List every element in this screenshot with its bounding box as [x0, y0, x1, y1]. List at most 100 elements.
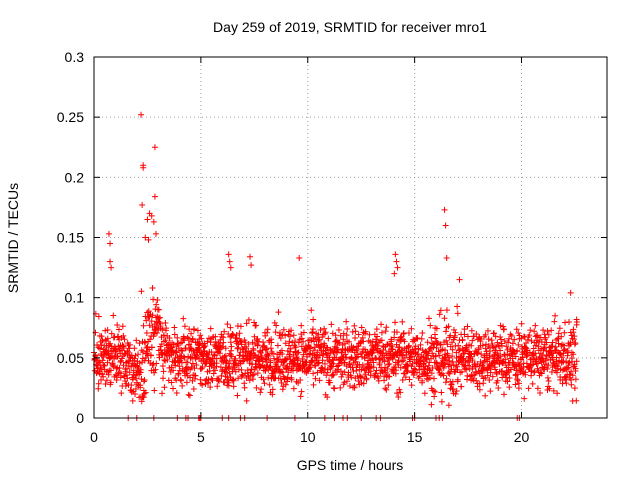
data-point — [553, 354, 560, 361]
data-point — [204, 338, 211, 345]
data-point — [498, 342, 505, 349]
data-point — [381, 358, 388, 365]
data-point — [115, 326, 122, 333]
data-point — [272, 329, 279, 336]
data-point — [300, 338, 307, 345]
data-point — [343, 332, 350, 339]
data-point-outlier — [151, 144, 158, 151]
data-point — [437, 307, 444, 314]
data-point — [426, 315, 433, 322]
data-point — [476, 380, 483, 387]
data-point — [513, 326, 520, 333]
data-point — [389, 346, 396, 353]
data-point-outlier — [145, 236, 152, 243]
data-point — [449, 353, 456, 360]
data-point — [215, 377, 222, 384]
data-point — [558, 354, 565, 361]
data-point — [405, 330, 412, 337]
data-point — [324, 394, 331, 401]
data-point — [397, 389, 404, 396]
data-point — [408, 382, 415, 389]
data-point — [397, 364, 404, 371]
data-point — [207, 325, 214, 332]
data-point — [543, 339, 550, 346]
data-point — [569, 372, 576, 379]
data-point — [160, 375, 167, 382]
data-point — [377, 356, 384, 363]
data-point — [520, 333, 527, 340]
data-point — [223, 369, 230, 376]
data-point — [160, 332, 167, 339]
data-point — [430, 375, 437, 382]
data-point — [477, 358, 484, 365]
data-point — [376, 359, 383, 366]
data-point — [479, 342, 486, 349]
data-point — [398, 358, 405, 365]
data-point — [393, 367, 400, 374]
data-point — [236, 330, 243, 337]
data-point — [321, 360, 328, 367]
data-point — [449, 358, 456, 365]
data-point-outlier — [150, 218, 157, 225]
data-point — [568, 381, 575, 388]
data-point — [268, 339, 275, 346]
data-point — [420, 354, 427, 361]
data-point — [500, 326, 507, 333]
data-point — [544, 328, 551, 335]
data-point — [437, 341, 444, 348]
data-point — [188, 330, 195, 337]
data-point — [319, 357, 326, 364]
data-point — [544, 374, 551, 381]
data-point — [126, 369, 133, 376]
data-point — [297, 393, 304, 400]
data-point — [141, 390, 148, 397]
data-point — [464, 333, 471, 340]
data-point — [541, 364, 548, 371]
data-point — [419, 330, 426, 337]
data-point — [351, 322, 358, 329]
data-point — [138, 288, 145, 295]
y-tick-label: 0.05 — [57, 350, 84, 366]
data-point — [147, 336, 154, 343]
data-point — [404, 367, 411, 374]
data-point — [227, 339, 234, 346]
data-point — [430, 388, 437, 395]
data-point — [326, 379, 333, 386]
data-point — [345, 338, 352, 345]
data-point — [360, 338, 367, 345]
data-point — [196, 341, 203, 348]
data-point — [571, 385, 578, 392]
data-point — [504, 378, 511, 385]
data-point — [424, 339, 431, 346]
data-point — [189, 335, 196, 342]
data-point — [401, 338, 408, 345]
data-point — [151, 369, 158, 376]
data-point — [506, 375, 513, 382]
data-point — [307, 344, 314, 351]
data-point-outlier — [393, 258, 400, 265]
data-point — [355, 331, 362, 338]
data-point — [351, 384, 358, 391]
data-point — [501, 391, 508, 398]
data-point — [566, 359, 573, 366]
data-point — [193, 362, 200, 369]
data-point — [436, 352, 443, 359]
data-point — [561, 329, 568, 336]
data-point — [508, 332, 515, 339]
data-point — [275, 367, 282, 374]
data-point — [151, 387, 158, 394]
data-point — [181, 323, 188, 330]
data-point — [531, 369, 538, 376]
y-tick-label: 0.25 — [57, 109, 84, 125]
data-point — [325, 335, 332, 342]
data-point — [552, 312, 559, 319]
data-point-outlier — [391, 270, 398, 277]
data-point — [288, 376, 295, 383]
data-point — [146, 322, 153, 329]
data-point — [286, 338, 293, 345]
data-point — [486, 377, 493, 384]
data-point — [366, 331, 373, 338]
data-point — [459, 336, 466, 343]
data-point — [125, 358, 132, 365]
data-points — [91, 111, 580, 421]
